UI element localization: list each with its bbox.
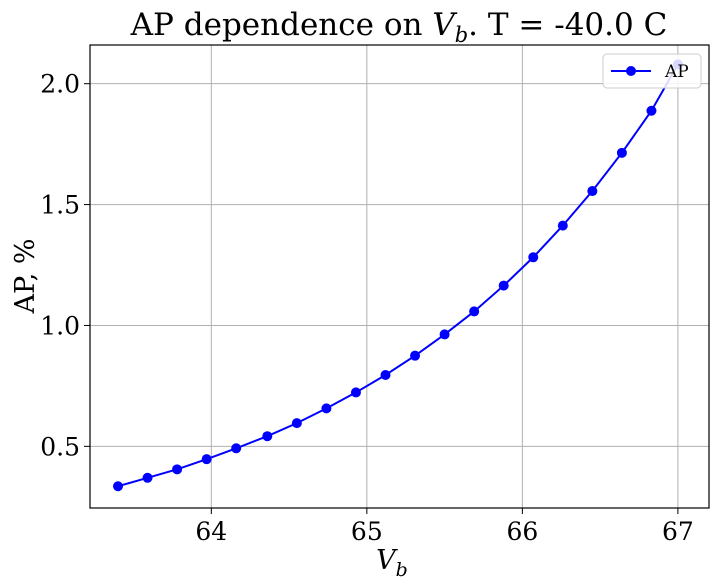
data-point [142, 472, 153, 483]
x-axis-label: Vb [376, 545, 408, 581]
plot-frame [89, 44, 710, 509]
y-tick-label: 1.0 [40, 311, 80, 340]
data-point [616, 147, 627, 158]
legend: AP [602, 53, 702, 89]
data-point [350, 387, 361, 398]
legend-marker-sample [626, 66, 636, 76]
data-point [469, 306, 480, 317]
data-point [528, 252, 539, 263]
data-point [439, 329, 450, 340]
y-tick-label: 2.0 [40, 70, 80, 99]
series-layer [112, 59, 683, 492]
data-point [498, 280, 509, 291]
data-point [646, 105, 657, 116]
data-point [380, 370, 391, 381]
data-point [291, 418, 302, 429]
data-point [410, 350, 421, 361]
x-tick-label: 65 [351, 517, 383, 546]
data-point [201, 454, 212, 465]
x-tick-label: 64 [195, 517, 227, 546]
y-tick-label: 0.5 [40, 432, 80, 461]
x-tick-label: 67 [662, 517, 694, 546]
legend-box [602, 53, 702, 89]
data-point [231, 443, 242, 454]
plot-area: 64 65 66 67 0.5 1.0 1.5 2.0 [40, 44, 710, 546]
data-point [262, 431, 273, 442]
series-line [117, 63, 679, 488]
y-axis-label: AP, % [10, 238, 41, 314]
data-point [172, 464, 183, 475]
data-point [321, 403, 332, 414]
data-point [112, 481, 123, 492]
data-point [557, 220, 568, 231]
grid [90, 45, 709, 508]
legend-label: AP [664, 62, 689, 82]
ticks: 64 65 66 67 0.5 1.0 1.5 2.0 [40, 70, 694, 546]
x-tick-label: 66 [506, 517, 538, 546]
chart-title: AP dependence on Vb. T = -40.0 C [130, 7, 668, 47]
y-tick-label: 1.5 [40, 191, 80, 220]
data-point [587, 186, 598, 197]
